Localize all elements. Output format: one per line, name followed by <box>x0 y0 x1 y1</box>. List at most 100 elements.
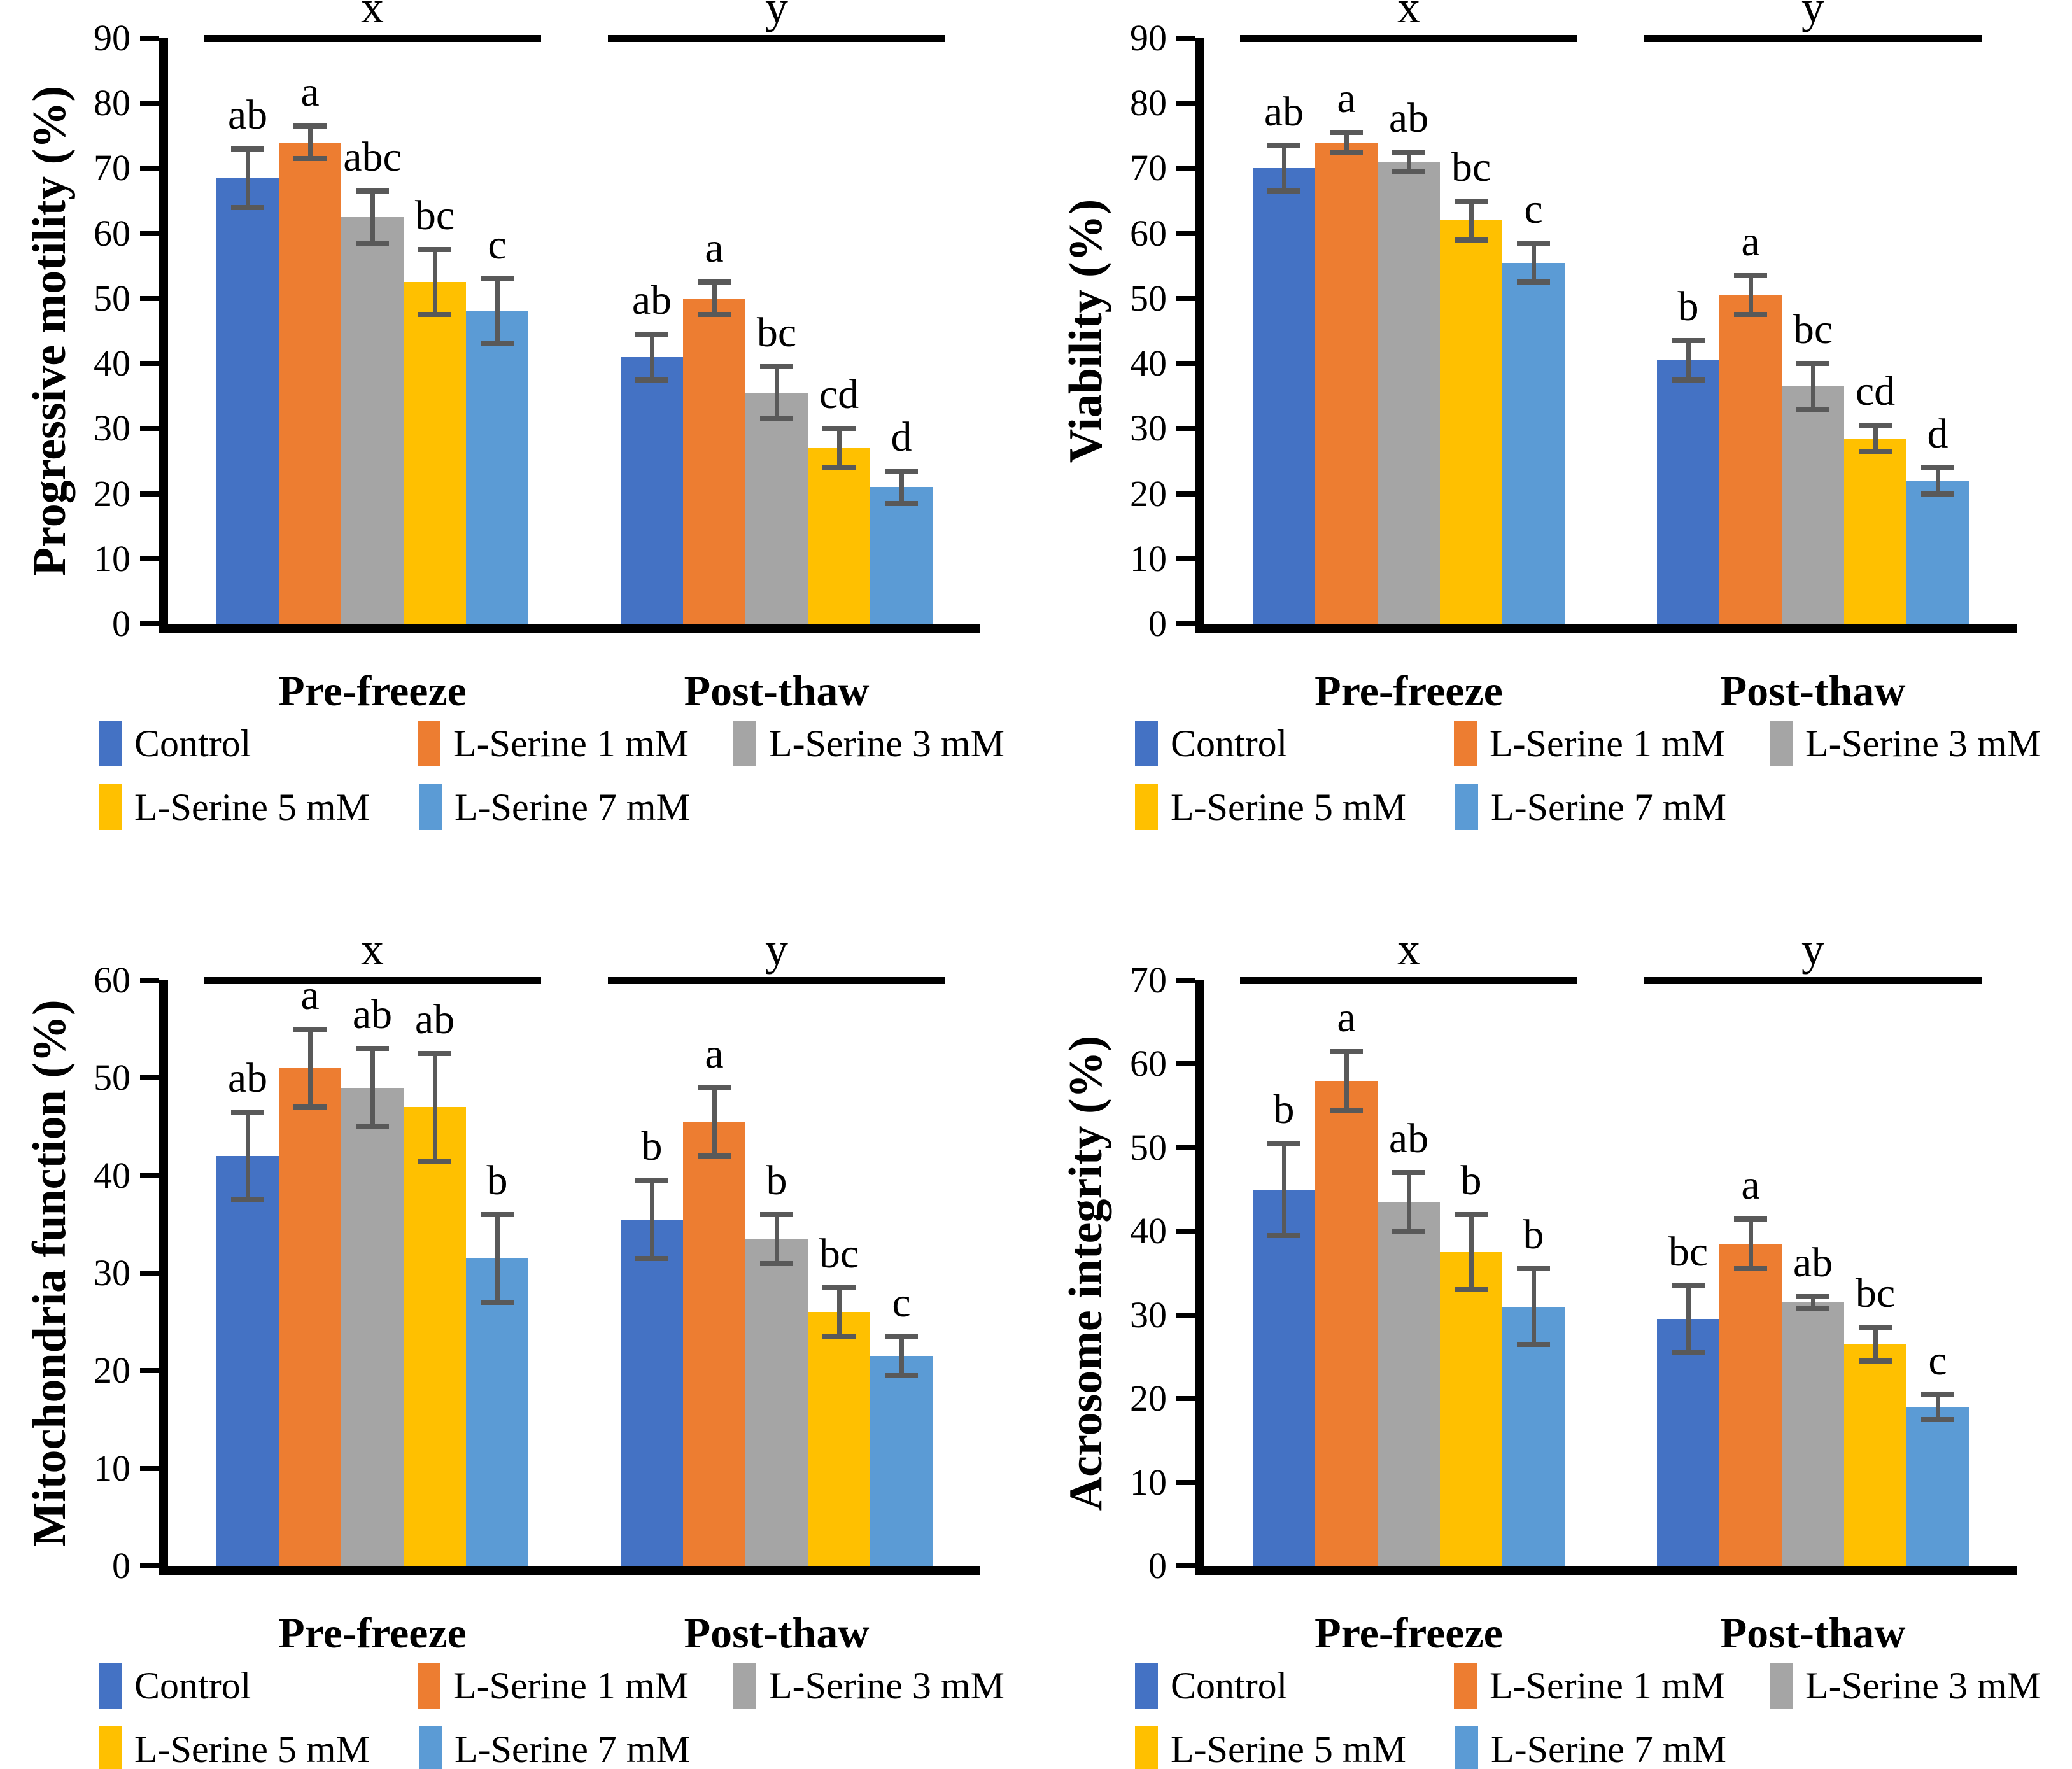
error-bar-cap <box>1796 1293 1829 1299</box>
error-bar-cap <box>1672 338 1705 344</box>
legend-swatch <box>733 1663 756 1709</box>
legend-swatch <box>1135 1663 1158 1709</box>
error-bar-cap <box>822 465 856 470</box>
bar-l-serine-1-mm <box>279 142 341 624</box>
legend-item-l-serine-1-mm: L-Serine 1 mM <box>1454 721 1725 766</box>
y-axis-tick <box>1176 556 1195 561</box>
y-axis-tick-label: 0 <box>1148 603 1167 644</box>
bar-l-serine-5-mm <box>1440 1252 1502 1566</box>
y-axis-tick-label: 0 <box>112 603 130 644</box>
error-bar-cap <box>698 312 731 318</box>
significance-letter: c <box>892 1279 911 1326</box>
y-axis-tick-label: 30 <box>1130 407 1167 449</box>
x-axis-group-label: Pre-freeze <box>278 666 467 715</box>
legend-item-control: Control <box>1135 721 1287 766</box>
error-bar <box>774 367 779 419</box>
bar-group-post-thaw: bc a ab bc c <box>1657 980 1969 1566</box>
significance-letter: bc <box>1793 306 1833 353</box>
x-axis-group-label: Pre-freeze <box>1314 666 1503 715</box>
error-bar-cap <box>698 1085 731 1090</box>
error-bar-cap <box>822 426 856 432</box>
legend-label: L-Serine 3 mM <box>769 1665 1004 1707</box>
y-axis-tick <box>1176 295 1195 301</box>
error-bar <box>495 279 500 344</box>
x-axis-line <box>159 624 980 633</box>
bar-l-serine-1-mm <box>1315 1080 1378 1566</box>
bar-control <box>216 178 279 624</box>
significance-bracket-label: x <box>1397 0 1420 32</box>
significance-letter: ab <box>1388 1115 1429 1162</box>
bar-l-serine-3-mm <box>745 1239 808 1566</box>
error-bar <box>1281 1143 1286 1236</box>
legend-item-l-serine-3-mm: L-Serine 3 mM <box>1770 1663 2041 1709</box>
error-bar <box>1531 1269 1536 1344</box>
y-axis-tick <box>1176 1479 1195 1485</box>
legend: Control L-Serine 1 mM L-Serine 3 mM L-Serin… <box>0 885 1036 1769</box>
error-bar <box>1686 341 1691 380</box>
legend-swatch <box>1135 1726 1158 1769</box>
legend-swatch <box>99 1726 122 1769</box>
y-axis-tick-label: 50 <box>1130 277 1167 319</box>
bar-l-serine-7-mm <box>1906 481 1969 624</box>
error-bar-cap <box>1455 237 1488 243</box>
y-axis-line <box>1195 38 1204 633</box>
error-bar-cap <box>418 1158 451 1164</box>
y-axis-tick <box>140 361 159 367</box>
y-axis-tick <box>1176 1563 1195 1568</box>
error-bar-cap <box>418 247 451 253</box>
error-bar <box>307 126 313 159</box>
error-bar-cap <box>293 123 327 129</box>
y-axis-tick-label: 0 <box>112 1545 130 1586</box>
y-axis-tick <box>140 1271 159 1276</box>
error-bar-cap <box>1392 149 1425 155</box>
error-bar-cap <box>1734 273 1767 279</box>
error-bar-cap <box>481 276 514 282</box>
error-bar-cap <box>1392 1170 1425 1176</box>
error-bar-cap <box>1921 465 1954 470</box>
significance-letter: ab <box>1388 94 1429 141</box>
significance-letter: b <box>1677 283 1699 330</box>
error-bar-cap <box>1267 188 1300 194</box>
x-axis-group-label: Pre-freeze <box>278 1609 467 1657</box>
legend-item-l-serine-3-mm: L-Serine 3 mM <box>733 1663 1004 1709</box>
x-axis-labels: Pre-freeze Post-thaw <box>1195 665 2017 729</box>
error-bar-cap <box>356 241 389 246</box>
error-bar <box>1469 201 1474 240</box>
x-axis-labels: Pre-freeze Post-thaw <box>159 665 980 729</box>
error-bar-cap <box>635 377 668 383</box>
bar-l-serine-5-mm <box>808 448 870 624</box>
bar-control <box>1253 168 1315 624</box>
x-axis-line <box>1195 1566 2017 1575</box>
legend-item-l-serine-5-mm: L-Serine 5 mM <box>99 784 370 830</box>
legend-label: L-Serine 1 mM <box>1490 1665 1725 1707</box>
y-axis-tick <box>1176 36 1195 41</box>
error-bar-cap <box>418 312 451 318</box>
chart-panel-mitochondria-function: Mitochondria function (%) 0 10 20 30 40 50 60 a… <box>0 885 1036 1769</box>
legend-swatch <box>733 721 756 766</box>
legend-swatch <box>1454 1663 1477 1709</box>
y-axis-tick <box>1176 1061 1195 1067</box>
bar-l-serine-3-mm <box>1378 1202 1440 1566</box>
legend-swatch <box>1455 784 1478 830</box>
error-bar-cap <box>1859 1358 1892 1364</box>
bar-l-serine-5-mm <box>1844 438 1906 624</box>
significance-letter: a <box>1741 218 1760 265</box>
bar-l-serine-7-mm <box>1906 1407 1969 1566</box>
error-bar <box>1531 243 1536 283</box>
x-axis-group-label: Post-thaw <box>684 1609 870 1657</box>
y-axis-line <box>1195 980 1204 1575</box>
significance-bracket-label: y <box>765 924 788 975</box>
bar-control <box>1657 360 1719 624</box>
error-bar-cap <box>822 1285 856 1290</box>
y-axis-tick-label: 50 <box>94 277 130 319</box>
y-axis-tick-label: 10 <box>1130 537 1167 579</box>
y-axis-tick-label: 60 <box>1130 1043 1167 1085</box>
error-bar-cap <box>1859 449 1892 455</box>
error-bar-cap <box>1517 279 1550 285</box>
error-bar-cap <box>760 416 793 421</box>
y-axis-tick <box>1176 621 1195 626</box>
error-bar-cap <box>885 1373 918 1378</box>
bar-l-serine-3-mm <box>341 1087 404 1566</box>
error-bar-cap <box>481 1300 514 1305</box>
error-bar <box>712 282 717 315</box>
